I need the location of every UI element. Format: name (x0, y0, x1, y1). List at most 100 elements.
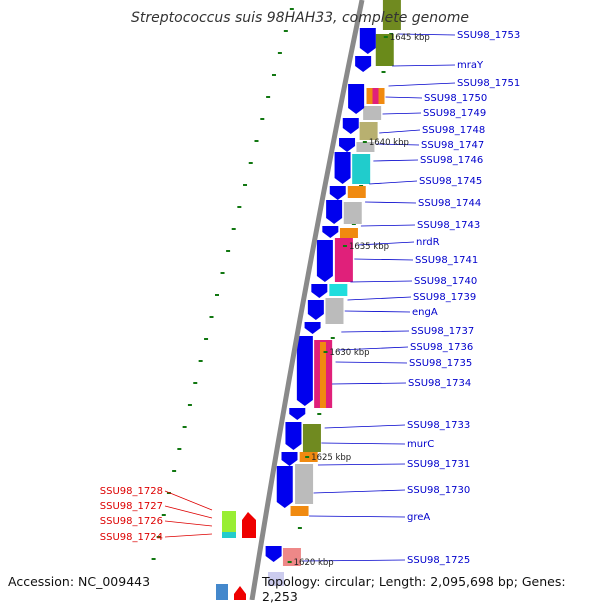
label-leader-line (388, 82, 456, 87)
gc-dot (220, 272, 225, 274)
gene-label: SSU98_1749 (423, 108, 486, 119)
label-leader-line (301, 559, 406, 562)
label-leader-line (309, 515, 406, 518)
cog-block (375, 34, 394, 66)
kbp-tick (323, 351, 328, 353)
tick-dot (381, 71, 386, 73)
cds-forward-arrow (307, 300, 324, 320)
kbp-tick (362, 141, 367, 143)
kbp-tick (342, 245, 347, 247)
cds-forward-arrow (355, 56, 372, 72)
cds-forward-arrow (281, 452, 298, 466)
cog-block (295, 464, 314, 504)
gc-dot (182, 426, 187, 428)
label-leader-line (341, 330, 410, 333)
cds-forward-arrow (311, 284, 328, 298)
gc-dot (248, 162, 253, 164)
cog-block (268, 572, 284, 586)
gc-dot (226, 250, 231, 252)
gene-label: SSU98_1748 (422, 125, 485, 136)
cds-forward-arrow (265, 546, 282, 562)
cds-forward-arrow (326, 200, 343, 224)
gc-dot (172, 470, 177, 472)
label-leader-line (338, 346, 409, 351)
cds-forward-arrow (329, 186, 346, 200)
gene-label: SSU98_1733 (407, 420, 470, 431)
gc-dot (266, 96, 271, 98)
gene-label: murC (407, 439, 434, 450)
gene-label: SSU98_1746 (420, 155, 483, 166)
gene-label: SSU98_1739 (413, 292, 476, 303)
label-leader-line (350, 280, 413, 283)
tick-dot (297, 527, 302, 529)
cds-forward-arrow (276, 466, 293, 508)
kbp-tick (287, 561, 292, 563)
kbp-marker: 1630 kbp (330, 348, 370, 358)
label-leader-line (365, 201, 417, 204)
gc-dot (209, 316, 214, 318)
gene-label: SSU98_1726 (100, 516, 163, 527)
kbp-marker: 1645 kbp (390, 33, 430, 43)
gc-dot (260, 118, 265, 120)
cog-block (372, 88, 379, 104)
gc-dot (277, 52, 282, 54)
cds-forward-arrow (334, 152, 351, 184)
cds-forward-arrow (339, 138, 356, 152)
gene-label: SSU98_1747 (421, 140, 484, 151)
gene-label: SSU98_1725 (407, 555, 470, 566)
gene-label: SSU98_1741 (415, 255, 478, 266)
cds-track (234, 28, 376, 600)
cog-block (352, 154, 371, 184)
gc-dot (161, 514, 166, 516)
gene-label: SSU98_1753 (457, 30, 520, 41)
gene-label: SSU98_1730 (407, 485, 470, 496)
gene-label: SSU98_1731 (407, 459, 470, 470)
cog-block (339, 228, 358, 238)
label-leader-line (347, 296, 412, 301)
cds-forward-arrow (296, 336, 313, 406)
gc-dot (237, 206, 242, 208)
kbp-tick (305, 456, 310, 458)
cog-block (329, 284, 348, 296)
label-leaders (164, 33, 456, 562)
gene-label: SSU98_1736 (410, 342, 473, 353)
cog-block (222, 511, 236, 533)
tick-dot (330, 337, 335, 339)
cog-track (216, 0, 401, 600)
gc-dot (283, 30, 288, 32)
cog-block (343, 202, 362, 224)
cog-block (290, 506, 309, 516)
cds-forward-arrow (359, 28, 376, 54)
cog-block (359, 122, 378, 140)
gene-label: SSU98_1737 (411, 326, 474, 337)
gc-dot (187, 404, 192, 406)
cds-forward-arrow (322, 226, 339, 238)
label-leader-line (369, 180, 418, 185)
map-title: Streptococcus suis 98HAH33, complete gen… (131, 10, 469, 26)
label-leader-line (392, 64, 456, 67)
cog-block (363, 106, 382, 120)
cog-block (325, 298, 344, 324)
label-leader-line (373, 159, 419, 162)
cog-block (347, 186, 366, 198)
kbp-marker: 1625 kbp (311, 453, 351, 463)
label-leader-line (379, 129, 421, 134)
gene-label: SSU98_1750 (424, 93, 487, 104)
gene-labels: SSU98_1753 mraY SSU98_1751 SSU98_1750 SSU98_… (100, 30, 520, 566)
gc-dot (254, 140, 259, 142)
cog-block (334, 238, 353, 282)
gc-dot (193, 382, 198, 384)
gene-label: SSU98_1740 (414, 276, 477, 287)
gc-dot (243, 184, 248, 186)
accession-text: Accession: NC_009443 (8, 574, 151, 589)
label-leader-line (164, 520, 213, 527)
cds-reverse-arrow (234, 586, 246, 600)
label-leader-line (324, 424, 406, 429)
label-leader-line (317, 463, 406, 466)
label-leader-line (164, 533, 213, 538)
label-leader-line (385, 96, 423, 99)
cog-block (222, 532, 236, 538)
cog-block (382, 0, 401, 30)
gene-label: SSU98_1751 (457, 78, 520, 89)
